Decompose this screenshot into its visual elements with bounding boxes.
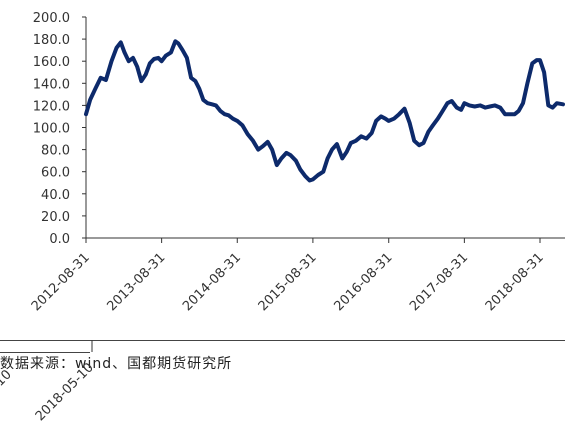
series-line bbox=[84, 39, 565, 183]
y-tick-label: 140.0 bbox=[33, 77, 70, 92]
y-tick-label: 160.0 bbox=[33, 55, 70, 70]
line-chart: 0.0 20.0 40.0 60.0 80.0 100.0 120.0 140.0 160.0 1… bbox=[29, 11, 565, 314]
y-tick-label: 80.0 bbox=[41, 144, 70, 159]
y-tick-label: 180.0 bbox=[33, 33, 70, 48]
y-tick-label: 40.0 bbox=[41, 188, 70, 203]
y-axis-ticks: 0.0 20.0 40.0 60.0 80.0 100.0 120.0 140.0 160.0 1… bbox=[33, 11, 86, 247]
top-rule bbox=[0, 340, 565, 341]
y-tick-label: 200.0 bbox=[33, 11, 70, 26]
y-tick-label: 60.0 bbox=[41, 166, 70, 181]
y-tick-label: 20.0 bbox=[41, 210, 70, 225]
y-tick-label: 120.0 bbox=[33, 99, 70, 114]
y-tick-label: 100.0 bbox=[33, 122, 70, 137]
ghost-label-short: 10 bbox=[0, 367, 15, 389]
y-tick-label: 0.0 bbox=[49, 232, 70, 247]
source-note: 数据来源：wind、国都期货研究所 bbox=[0, 356, 233, 372]
source-underline bbox=[0, 352, 90, 353]
ghost-label-date: 2018-05-10 bbox=[33, 360, 97, 424]
